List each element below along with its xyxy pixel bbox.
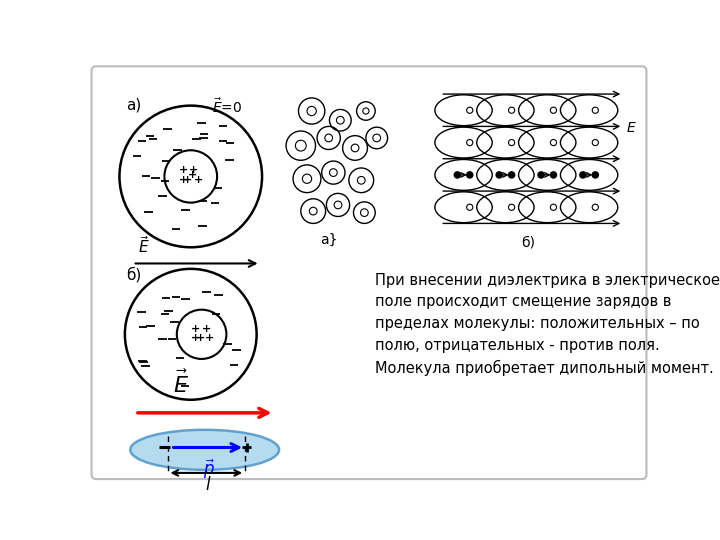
Text: $\vec{p}$: $\vec{p}$: [202, 457, 215, 481]
Text: +: +: [202, 324, 211, 334]
Text: б): б): [126, 267, 141, 283]
Text: $\vec{E}$: $\vec{E}$: [138, 235, 150, 256]
Text: +: +: [183, 174, 192, 185]
Circle shape: [467, 172, 473, 178]
Circle shape: [454, 172, 461, 178]
Text: При внесении диэлектрика в электрическое
поле происходит смещение зарядов в
пред: При внесении диэлектрика в электрическое…: [375, 273, 720, 376]
Text: E: E: [626, 121, 635, 135]
Text: +: +: [194, 174, 203, 185]
Text: а): а): [126, 97, 141, 112]
Ellipse shape: [130, 430, 279, 470]
Text: +: +: [188, 170, 197, 180]
Text: +: +: [189, 165, 199, 176]
Text: +: +: [204, 333, 214, 343]
Text: +: +: [191, 333, 200, 343]
Circle shape: [592, 172, 598, 178]
Text: $\vec{E}$: $\vec{E}$: [174, 370, 189, 397]
Text: $l$: $l$: [205, 476, 212, 494]
Text: а}: а}: [320, 233, 338, 247]
Circle shape: [580, 172, 586, 178]
Circle shape: [550, 172, 557, 178]
Circle shape: [538, 172, 544, 178]
Text: +: +: [179, 174, 188, 185]
Circle shape: [508, 172, 515, 178]
Text: +: +: [195, 333, 204, 343]
Circle shape: [496, 172, 503, 178]
Text: б): б): [521, 236, 535, 249]
Text: +: +: [191, 324, 200, 334]
Text: +: +: [179, 165, 188, 176]
Text: $\vec{E}$=0: $\vec{E}$=0: [212, 97, 243, 116]
